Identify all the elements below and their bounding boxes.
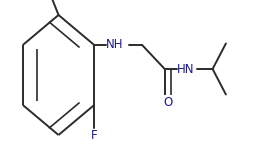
Text: HN: HN — [177, 63, 194, 75]
Text: NH: NH — [106, 39, 124, 51]
Text: O: O — [163, 96, 172, 109]
Text: F: F — [91, 129, 98, 142]
